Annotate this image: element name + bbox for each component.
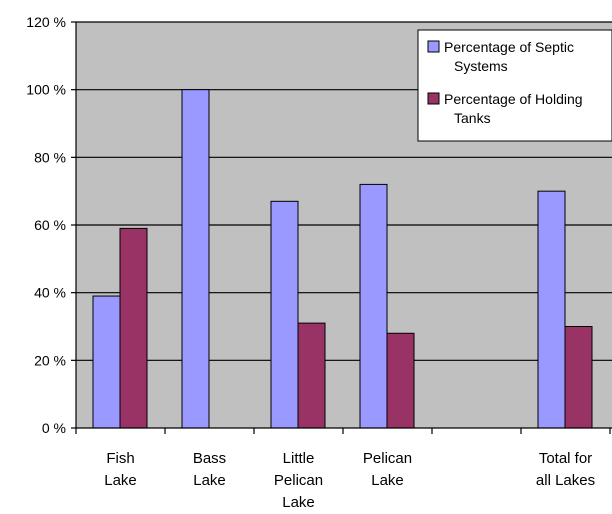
y-tick-label: 100 % [26, 82, 66, 98]
bar-holding-0 [119, 227, 148, 429]
legend-label: Percentage of Holding Tanks [444, 91, 583, 126]
x-category-label: Total for all Lakes [536, 450, 595, 489]
bar-holding-5 [564, 326, 593, 429]
bar-holding-3 [386, 332, 415, 429]
legend-box [417, 29, 612, 142]
legend: Percentage of Septic Systems Percentage of… [417, 29, 612, 142]
x-category-label: Pelican Lake [363, 450, 412, 489]
legend-label: Percentage of Septic Systems [444, 39, 574, 74]
y-tick-label: 120 % [26, 14, 66, 30]
gridlines [76, 21, 612, 361]
y-tick-label: 40 % [34, 285, 66, 301]
bar-septic-2 [270, 200, 299, 429]
legend-swatch [427, 92, 440, 105]
x-category-labels: Fish Lake Bass Lake Little Pelican Lake Pelican… [104, 450, 595, 511]
y-tick-label: 20 % [34, 352, 66, 368]
bar-septic-0 [92, 295, 121, 429]
bar-septic-5 [537, 190, 566, 429]
legend-swatch [427, 40, 440, 53]
x-category-label: Bass Lake [193, 450, 226, 489]
axes [71, 21, 612, 434]
y-tick-label: 60 % [34, 217, 66, 233]
bar-holding-2 [297, 322, 326, 429]
y-tick-label: 80 % [34, 149, 66, 165]
bar-septic-1 [181, 89, 210, 429]
x-category-label: Little Pelican Lake [274, 450, 323, 511]
x-category-label: Fish Lake [104, 450, 137, 489]
y-tick-label: 0 % [42, 420, 66, 436]
bar-septic-3 [359, 183, 388, 429]
y-tick-labels: 0 % 20 % 40 % 60 % 80 % 100 % 120 % [26, 14, 66, 436]
bars [92, 89, 593, 429]
